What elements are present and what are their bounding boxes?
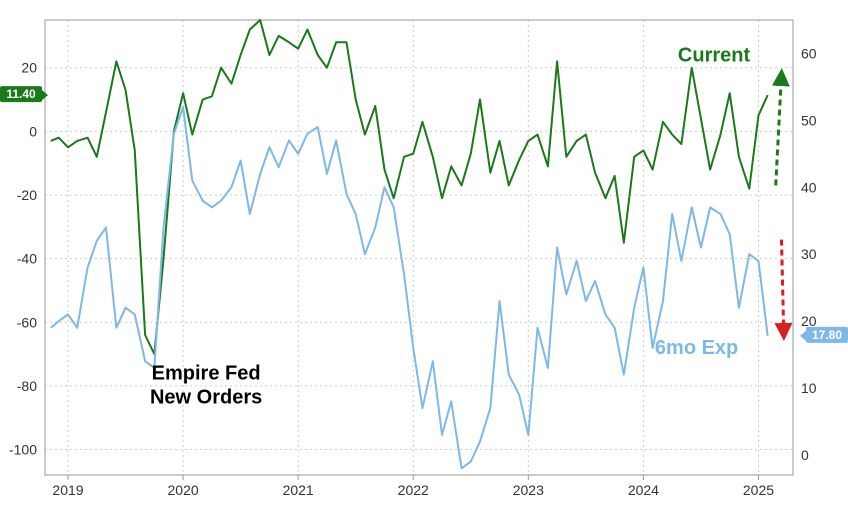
- y-left-tick-label: -60: [17, 314, 37, 330]
- chart-title: Empire Fed: [152, 363, 261, 385]
- chart-bg: [0, 0, 848, 515]
- series-label-sixmo-exp: 6mo Exp: [655, 337, 738, 359]
- y-right-tick-label: 0: [801, 447, 809, 463]
- y-right-tick-label: 50: [801, 112, 817, 128]
- y-right-tick-label: 60: [801, 45, 817, 61]
- chart-container: Current6mo Exp20192020202120222023202420…: [0, 0, 848, 515]
- y-right-tick-label: 30: [801, 246, 817, 262]
- x-tick-label: 2020: [168, 482, 199, 498]
- chart-title: New Orders: [150, 387, 262, 409]
- y-right-tick-label: 10: [801, 380, 817, 396]
- x-tick-label: 2019: [52, 482, 83, 498]
- y-left-tick-label: -40: [17, 251, 37, 267]
- x-tick-label: 2023: [513, 482, 544, 498]
- y-left-tick-label: 20: [21, 60, 37, 76]
- line-chart: Current6mo Exp20192020202120222023202420…: [0, 0, 848, 515]
- value-badge-text: 11.40: [6, 87, 36, 101]
- x-tick-label: 2022: [398, 482, 429, 498]
- x-tick-label: 2024: [628, 482, 659, 498]
- series-label-current: Current: [678, 44, 751, 66]
- x-tick-label: 2025: [743, 482, 774, 498]
- y-left-tick-label: -20: [17, 187, 37, 203]
- y-left-tick-label: -80: [17, 378, 37, 394]
- y-right-tick-label: 40: [801, 179, 817, 195]
- x-tick-label: 2021: [283, 482, 314, 498]
- value-badge-text: 17.80: [812, 328, 842, 342]
- y-left-tick-label: -100: [9, 442, 37, 458]
- y-right-tick-label: 20: [801, 313, 817, 329]
- y-left-tick-label: 0: [29, 123, 37, 139]
